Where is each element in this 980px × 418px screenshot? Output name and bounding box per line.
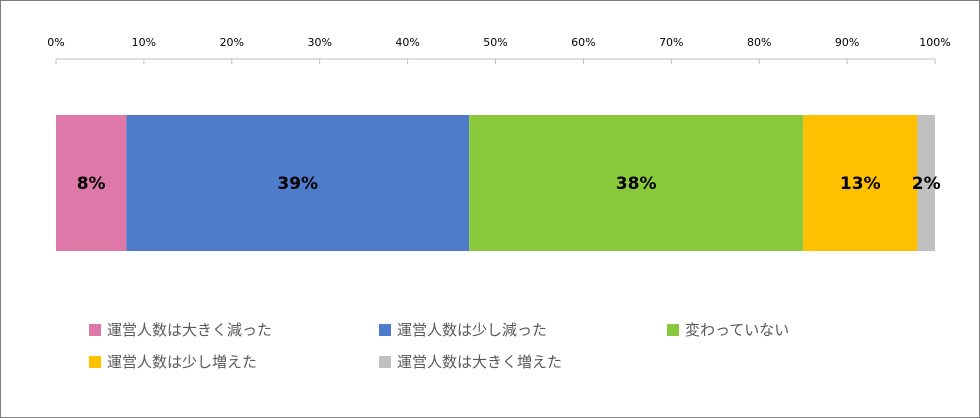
legend-label: 変わっていない xyxy=(685,321,790,339)
data-label: 38% xyxy=(616,174,657,194)
x-tick-label: 60% xyxy=(571,36,595,49)
legend-item: 運営人数は少し減った xyxy=(379,319,547,340)
legend-swatch xyxy=(667,323,679,336)
legend-label: 運営人数は少し増えた xyxy=(107,353,258,371)
x-tick-label: 0% xyxy=(47,36,64,49)
legend-item: 運営人数は大きく減った xyxy=(89,319,272,340)
x-tick-label: 20% xyxy=(220,36,244,49)
x-tick-label: 30% xyxy=(307,36,331,49)
data-label: 2% xyxy=(912,174,941,194)
x-tick-label: 10% xyxy=(132,36,156,49)
x-tick-label: 50% xyxy=(483,36,507,49)
x-tick-label: 70% xyxy=(659,36,683,49)
legend-swatch xyxy=(89,355,101,368)
legend-item: 変わっていない xyxy=(667,319,789,340)
legend-swatch xyxy=(379,323,391,336)
x-tick-label: 90% xyxy=(835,36,859,49)
legend-label: 運営人数は大きく増えた xyxy=(397,353,563,371)
legend-swatch xyxy=(89,323,101,336)
data-labels: 8% 39% 38% 13% 2% xyxy=(77,174,941,194)
legend-item: 運営人数は大きく増えた xyxy=(379,351,562,372)
x-tick-label: 80% xyxy=(747,36,771,49)
data-label: 8% xyxy=(77,174,106,194)
bar-segments xyxy=(56,115,935,251)
data-label: 39% xyxy=(277,174,318,194)
legend-item: 運営人数は少し増えた xyxy=(89,351,257,372)
bar-segment xyxy=(56,115,127,251)
legend-swatch xyxy=(379,355,391,368)
x-tick-label: 40% xyxy=(395,36,419,49)
x-tick-label: 100% xyxy=(919,36,950,49)
legend-label: 運営人数は少し減った xyxy=(397,321,548,339)
bar-segment xyxy=(126,115,470,251)
legend-label: 運営人数は大きく減った xyxy=(107,321,273,339)
bar-segment xyxy=(917,115,935,251)
x-axis: 0% 10% 20% 30% 40% 50% 60% 70% 80% 90% 100% xyxy=(47,36,951,64)
bar-segment xyxy=(803,115,918,251)
data-label: 13% xyxy=(840,174,881,194)
bar-segment xyxy=(469,115,804,251)
